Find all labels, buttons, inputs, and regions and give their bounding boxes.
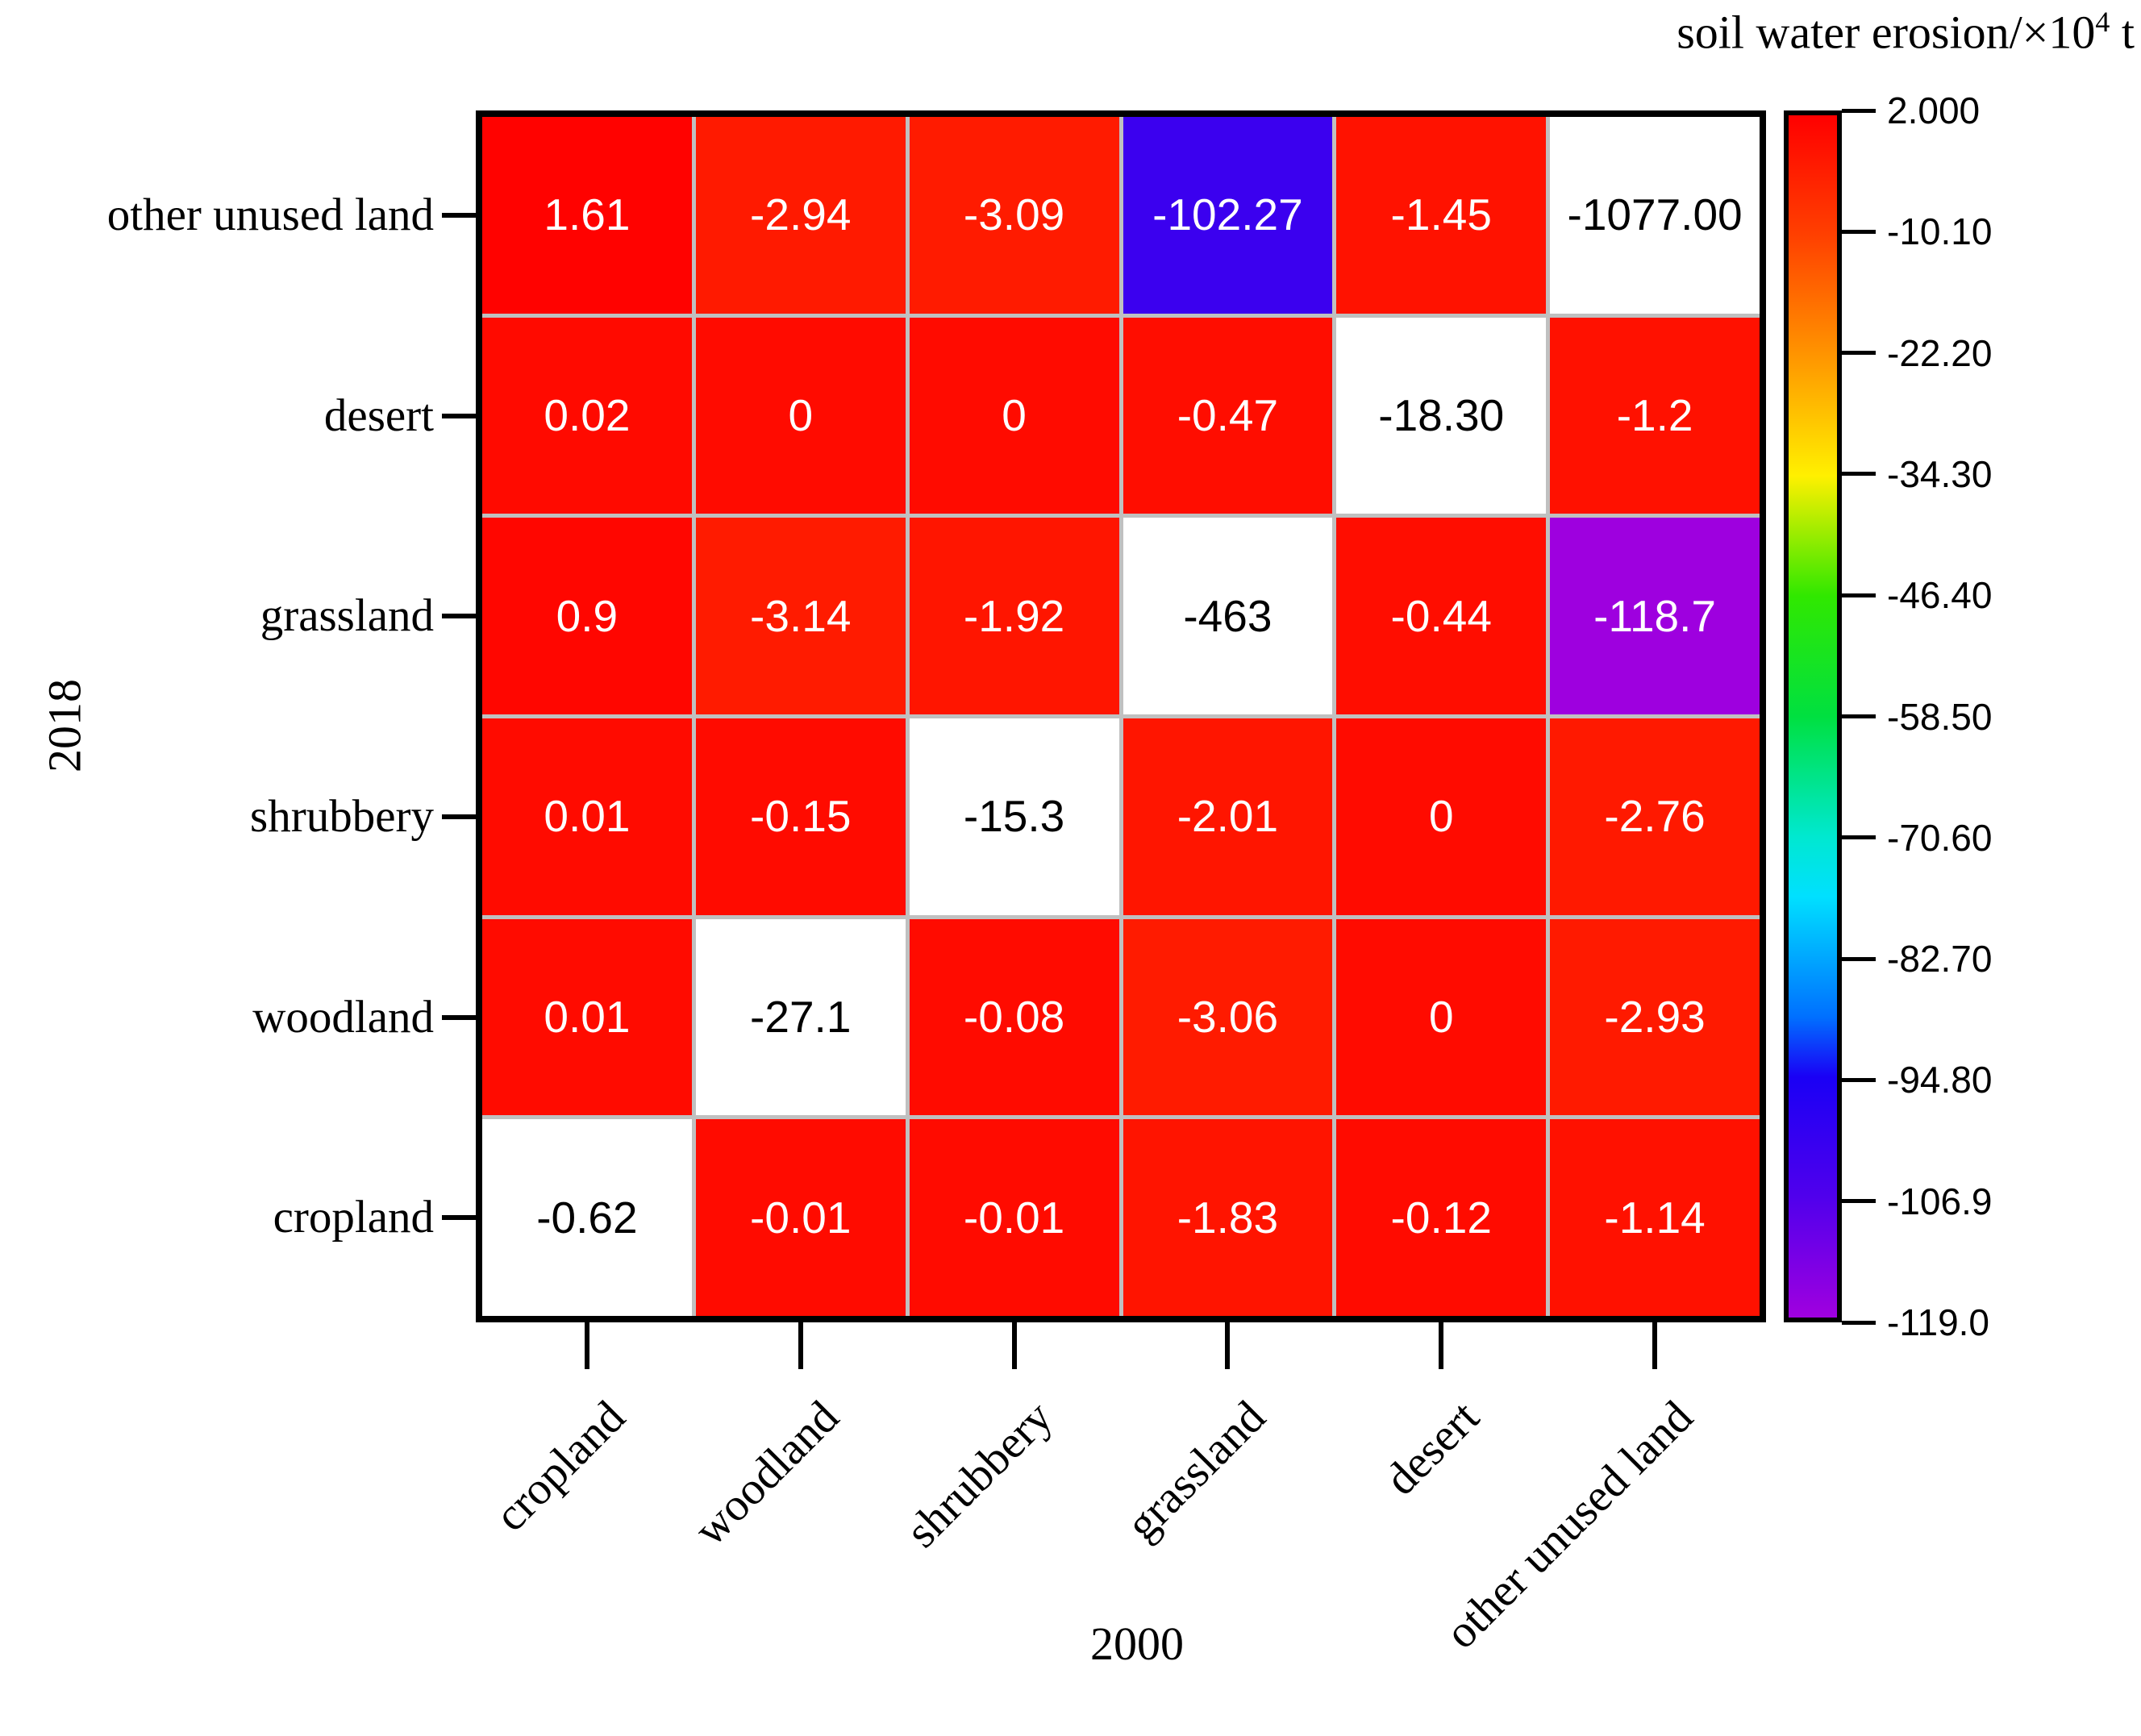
colorbar-tick-label: -34.30 [1887, 452, 1993, 495]
heatmap-cell: 0 [1336, 718, 1547, 915]
colorbar-tick-label: -94.80 [1887, 1059, 1993, 1101]
heatmap-cell: -27.1 [695, 918, 906, 1116]
colorbar-tick-label: -58.50 [1887, 695, 1993, 738]
heatmap-cell: -3.14 [695, 518, 906, 714]
heatmap-grid: 1.61 -2.94 -3.09 -102.27 -1.45 -1077.00 0.02 0 0… [476, 110, 1766, 1322]
colorbar-tick-mark [1842, 714, 1876, 718]
heatmap-cell: -1.2 [1550, 317, 1760, 514]
heatmap-cell: -1.83 [1123, 1119, 1333, 1316]
heatmap-cell: -18.30 [1336, 317, 1547, 514]
heatmap-cell: -3.06 [1123, 918, 1333, 1116]
x-tick-mark [798, 1322, 803, 1369]
colorbar-tick-mark [1842, 593, 1876, 597]
heatmap-cell: -2.01 [1123, 718, 1333, 915]
heatmap-cell: -0.15 [695, 718, 906, 915]
x-tick-mark [584, 1322, 589, 1369]
x-tick-label: desert [1375, 1391, 1489, 1505]
heatmap-cell: -0.12 [1336, 1119, 1547, 1316]
heatmap-cell: -0.01 [695, 1119, 906, 1316]
x-tick-label: woodland [684, 1391, 849, 1556]
colorbar-tick-mark [1842, 956, 1876, 961]
heatmap-cell: -1.92 [909, 518, 1119, 714]
heatmap-cell: -15.3 [909, 718, 1119, 915]
heatmap-cell: 0.02 [482, 317, 692, 514]
colorbar-tick-label: -119.0 [1887, 1301, 1990, 1343]
y-tick-mark [442, 814, 476, 819]
colorbar-title-suffix: t [2110, 6, 2135, 59]
colorbar-tick-label: -46.40 [1887, 574, 1993, 617]
heatmap-cell: 0.01 [482, 718, 692, 915]
x-tick-mark [1652, 1322, 1658, 1369]
x-tick-mark [1011, 1322, 1017, 1369]
heatmap-cell: 1.61 [482, 117, 692, 314]
colorbar-title-prefix: soil water erosion/×10 [1677, 6, 2096, 59]
colorbar-tick-label: -82.70 [1887, 938, 1993, 980]
heatmap-cell: -463 [1123, 518, 1333, 714]
y-tick-label: desert [323, 389, 434, 441]
x-tick-mark [1439, 1322, 1444, 1369]
colorbar-title: soil water erosion/×104 t [1677, 5, 2135, 59]
heatmap-cell: 0.9 [482, 518, 692, 714]
heatmap-cell: 0.01 [482, 918, 692, 1116]
y-tick-label: woodland [252, 991, 434, 1043]
colorbar-tick-label: 2.000 [1887, 90, 1981, 131]
x-tick-label: cropland [485, 1391, 635, 1542]
heatmap-cell: -2.94 [695, 117, 906, 314]
y-tick-mark [442, 1014, 476, 1020]
heatmap-cell: -0.44 [1336, 518, 1547, 714]
y-axis-title: 2018 [38, 679, 91, 772]
y-tick-label: shrubbery [250, 790, 434, 842]
heatmap-cell: -0.62 [482, 1119, 692, 1316]
colorbar-tick-mark [1842, 351, 1876, 356]
y-tick-mark [442, 413, 476, 418]
heatmap-cell: -3.09 [909, 117, 1119, 314]
x-axis-title: 2000 [1090, 1617, 1184, 1670]
colorbar-tick-mark [1842, 1320, 1876, 1325]
colorbar-tick-mark [1842, 229, 1876, 234]
colorbar-title-superscript: 4 [2095, 6, 2110, 38]
heatmap-cell: -118.7 [1550, 518, 1760, 714]
heatmap-cell: -1077.00 [1550, 117, 1760, 314]
colorbar-tick-mark [1842, 108, 1876, 113]
heatmap-cell: -0.47 [1123, 317, 1333, 514]
heatmap-cell: 0 [909, 317, 1119, 514]
y-tick-mark [442, 614, 476, 619]
colorbar-gradient [1784, 110, 1842, 1322]
x-tick-label: grassland [1116, 1391, 1276, 1551]
heatmap-cell: -1.14 [1550, 1119, 1760, 1316]
x-tick-mark [1225, 1322, 1231, 1369]
heatmap-cell: -0.08 [909, 918, 1119, 1116]
colorbar-tick-mark [1842, 1077, 1876, 1082]
colorbar-tick-mark [1842, 472, 1876, 477]
colorbar-tick-label: -106.9 [1887, 1180, 1993, 1222]
y-tick-mark [442, 1215, 476, 1221]
x-tick-label: shrubbery [896, 1391, 1062, 1558]
colorbar-tick-label: -10.10 [1887, 210, 1993, 253]
colorbar-tick-label: -22.20 [1887, 331, 1993, 374]
colorbar-tick-label: -70.60 [1887, 816, 1993, 859]
y-tick-label: other unused land [106, 189, 434, 240]
heatmap-cell: 0 [695, 317, 906, 514]
heatmap-cell: -2.76 [1550, 718, 1760, 915]
colorbar-tick-mark [1842, 1199, 1876, 1204]
y-tick-mark [442, 212, 476, 218]
y-tick-label: cropland [273, 1192, 434, 1243]
y-tick-label: grassland [260, 590, 434, 642]
heatmap-cell: -0.01 [909, 1119, 1119, 1316]
heatmap-cell: -1.45 [1336, 117, 1547, 314]
heatmap-cell: -102.27 [1123, 117, 1333, 314]
heatmap-cell: -2.93 [1550, 918, 1760, 1116]
colorbar-tick-mark [1842, 835, 1876, 840]
heatmap-cell: 0 [1336, 918, 1547, 1116]
